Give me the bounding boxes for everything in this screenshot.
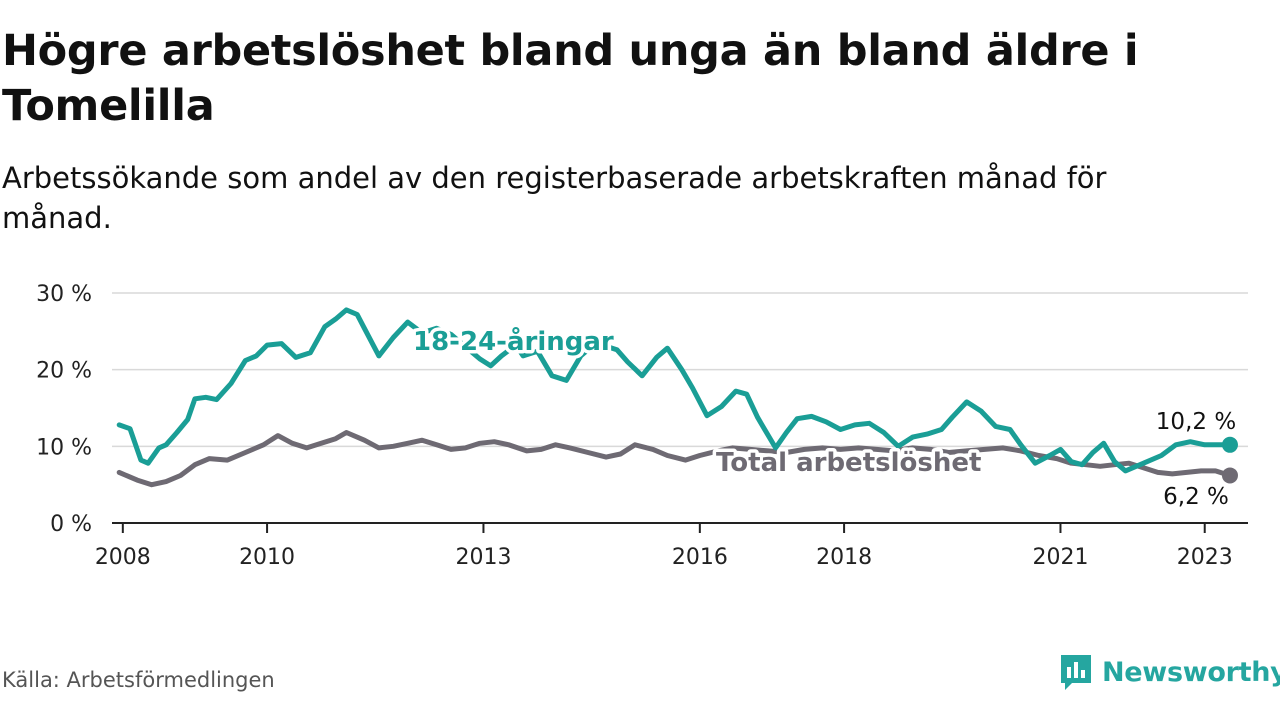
newsworthy-logo-icon [1061, 655, 1091, 690]
end-value-total: 6,2 % [1163, 484, 1229, 510]
chart-title: Högre arbetslöshet bland unga än bland ä… [2, 26, 1139, 131]
line-chart: 0 % 10 % 20 % 30 % 2008 2010 2013 2016 2018 2021… [36, 282, 1248, 570]
series-lines [116, 307, 1238, 488]
y-tick-label: 20 % [36, 359, 92, 384]
x-tick-label: 2023 [1177, 545, 1233, 570]
source-note: Källa: Arbetsförmedlingen [2, 668, 275, 692]
x-tick-label: 2008 [95, 545, 151, 570]
end-point-total [1221, 467, 1238, 484]
x-tick-label: 2010 [239, 545, 295, 570]
chart-subtitle: Arbetssökande som andel av den registerb… [2, 161, 1107, 235]
x-tick-label: 2021 [1032, 545, 1088, 570]
x-axis: 2008 2010 2013 2016 2018 2021 2023 [95, 522, 1248, 570]
brand-logo: Newsworthy [1058, 652, 1280, 692]
y-tick-label: 30 % [36, 282, 92, 307]
y-tick-label: 10 % [36, 435, 92, 460]
series-label-total: Total arbetslöshet [716, 448, 981, 478]
y-axis-labels: 0 % 10 % 20 % 30 % [36, 282, 92, 537]
x-tick-label: 2016 [672, 545, 728, 570]
series-line-total [116, 430, 1233, 488]
x-tick-label: 2013 [455, 545, 511, 570]
series-line-youth [116, 307, 1233, 474]
y-tick-label: 0 % [50, 512, 92, 537]
series-label-youth: 18-24-åringar [413, 325, 614, 357]
x-tick-label: 2018 [816, 545, 872, 570]
end-value-youth: 10,2 % [1156, 409, 1236, 435]
brand-name: Newsworthy [1102, 656, 1280, 688]
end-point-youth [1221, 436, 1238, 453]
series-labels: 18-24-åringar Total arbetslöshet 10,2 % … [410, 322, 1237, 511]
